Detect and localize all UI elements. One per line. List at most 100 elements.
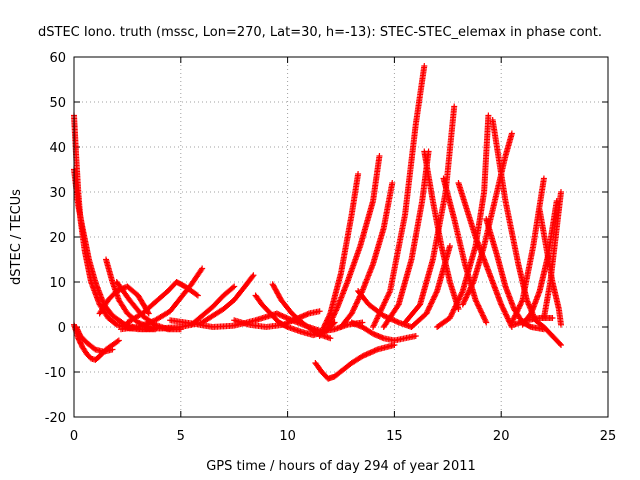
data-point-trail	[124, 283, 140, 298]
data-point	[451, 103, 458, 110]
data-point-trail	[312, 360, 324, 374]
y-tick-label: 40	[49, 141, 66, 156]
data-point-trail	[75, 335, 85, 349]
data-point-trail	[455, 180, 470, 212]
data-point-trail	[83, 351, 94, 361]
data-point-trail	[359, 324, 375, 336]
axis-ticks: 0 5 10 15 20 25 -20 -10 0 10 20 30 40 50 60	[45, 51, 617, 444]
data-point	[194, 292, 201, 299]
data-point-trail	[528, 289, 543, 317]
data-point	[327, 335, 334, 342]
data-point-trail	[434, 315, 452, 330]
data-point	[389, 180, 396, 186]
data-point-trail	[374, 342, 396, 353]
data-series	[511, 315, 556, 328]
x-axis-label: GPS time / hours of day 294 of year 2011	[206, 459, 476, 474]
data-point-trail	[88, 355, 97, 363]
data-point	[412, 333, 419, 339]
data-point-trail	[258, 301, 273, 316]
y-tick-label: 30	[49, 186, 66, 201]
data-point-trail	[502, 132, 515, 159]
data-series	[380, 148, 432, 330]
data-point-trail	[370, 289, 393, 330]
data-point-trail	[231, 317, 251, 328]
data-series	[188, 283, 238, 328]
data-series	[316, 171, 362, 339]
data-points	[71, 63, 565, 382]
data-point-trail	[79, 344, 89, 356]
data-point-trail	[71, 112, 80, 158]
data-point-trail	[481, 114, 492, 195]
data-point-trail	[92, 279, 107, 307]
data-point-trail	[502, 198, 521, 266]
data-point-trail	[438, 243, 453, 284]
data-point	[485, 112, 492, 119]
data-point-trail	[519, 244, 536, 303]
plot-frame	[73, 56, 609, 418]
data-point-trail	[209, 293, 226, 310]
data-point-trail	[92, 354, 102, 363]
data-point	[540, 175, 547, 182]
data-point-trail	[493, 252, 509, 288]
y-axis-label: dSTEC / TECUs	[9, 189, 24, 285]
data-point-trail	[278, 297, 294, 316]
data-point-trail	[498, 301, 515, 329]
x-tick-label: 10	[279, 429, 296, 444]
data-point-trail	[173, 279, 187, 289]
data-point-trail	[359, 262, 376, 294]
x-tick-label: 0	[70, 429, 78, 444]
data-series	[402, 103, 458, 326]
data-point-trail	[316, 311, 333, 339]
data-point-trail	[156, 324, 183, 332]
data-point-trail	[489, 117, 509, 203]
data-point-trail	[73, 324, 83, 338]
data-point-trail	[421, 148, 436, 203]
data-point-trail	[387, 213, 408, 294]
data-point-trail	[109, 312, 127, 327]
data-point-trail	[318, 369, 331, 381]
data-point-trail	[338, 311, 354, 330]
data-point-trail	[547, 226, 560, 285]
data-point-trail	[305, 308, 322, 317]
data-point-trail	[241, 273, 256, 290]
data-point	[355, 171, 362, 177]
y-tick-label: 10	[49, 276, 66, 291]
data-point	[508, 130, 515, 137]
data-point	[446, 243, 453, 249]
data-point-trail	[323, 307, 340, 335]
data-point-trail	[333, 280, 350, 312]
data-point-trail	[417, 258, 436, 308]
data-point-trail	[380, 302, 401, 330]
data-point-trail	[220, 284, 237, 299]
data-point-trail	[182, 283, 200, 298]
y-tick-label: 0	[58, 321, 66, 336]
data-point-trail	[77, 333, 89, 345]
data-series	[312, 342, 398, 382]
data-point-trail	[115, 297, 130, 316]
data-point	[145, 310, 152, 317]
data-point-trail	[276, 319, 290, 330]
data-point-trail	[113, 279, 132, 302]
data-point-trail	[231, 284, 247, 303]
data-point	[231, 283, 238, 290]
grid-lines	[74, 57, 608, 417]
data-point-trail	[267, 310, 281, 325]
y-tick-label: 50	[49, 96, 66, 111]
x-tick-label: 5	[177, 429, 185, 444]
data-point-trail	[188, 266, 205, 288]
data-point-trail	[124, 311, 144, 326]
data-point-trail	[472, 297, 489, 325]
data-point	[250, 272, 257, 279]
data-series	[73, 324, 116, 355]
data-point-trail	[83, 339, 98, 352]
data-point-trail	[288, 317, 311, 330]
data-point-trail	[75, 202, 86, 230]
data-point-trail	[269, 281, 284, 302]
data-point-trail	[152, 309, 172, 324]
data-point-trail	[246, 321, 268, 330]
data-point-trail	[451, 216, 468, 266]
data-point-trail	[167, 317, 193, 327]
data-point-trail	[103, 256, 116, 284]
data-point-trail	[357, 199, 376, 249]
data-point-trail	[85, 256, 98, 284]
